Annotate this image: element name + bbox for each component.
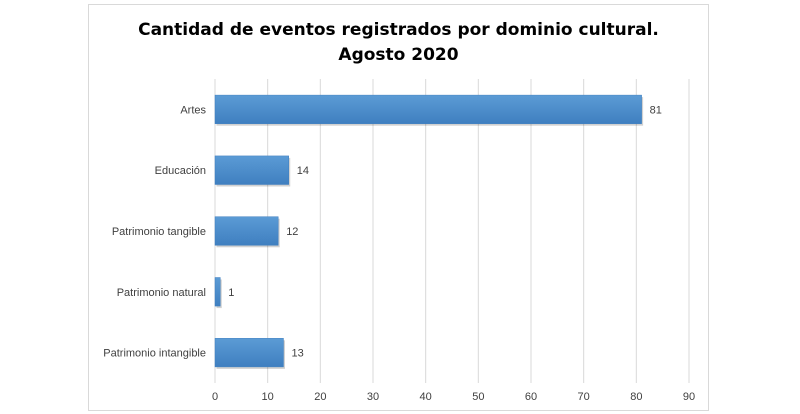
x-tick-label: 50 — [472, 391, 484, 403]
category-label: Patrimonio intangible — [103, 348, 206, 360]
bar — [214, 277, 221, 307]
gridlines — [214, 79, 690, 383]
bar — [214, 338, 284, 368]
bar — [214, 94, 642, 124]
category-label: Patrimonio natural — [117, 287, 206, 299]
category-label: Educación — [155, 165, 206, 177]
data-label: 14 — [297, 165, 309, 177]
data-label: 12 — [286, 226, 298, 238]
labels: 0 10 20 30 40 50 60 70 80 90 Artes 81 Educación 14 Pat… — [103, 104, 695, 403]
x-tick-label: 30 — [367, 391, 379, 403]
category-label: Patrimonio tangible — [112, 226, 206, 238]
chart-title-line-2: Agosto 2020 — [338, 45, 459, 65]
chart-area — [88, 4, 709, 411]
x-tick-label: 80 — [630, 391, 642, 403]
x-tick-label: 90 — [683, 391, 695, 403]
x-tick-label: 40 — [420, 391, 432, 403]
x-tick-label: 10 — [262, 391, 274, 403]
bar — [214, 216, 279, 246]
data-label: 13 — [291, 348, 303, 360]
chart-title: Cantidad de eventos registrados por domi… — [88, 18, 709, 68]
data-label: 1 — [228, 287, 234, 299]
x-tick-label: 0 — [212, 391, 218, 403]
bars — [214, 94, 644, 369]
bar — [214, 155, 289, 185]
category-label: Artes — [180, 104, 206, 116]
data-label: 81 — [650, 104, 662, 116]
x-tick-label: 20 — [314, 391, 326, 403]
chart-title-line-1: Cantidad de eventos registrados por domi… — [138, 20, 659, 40]
x-tick-label: 70 — [578, 391, 590, 403]
x-tick-label: 60 — [525, 391, 537, 403]
